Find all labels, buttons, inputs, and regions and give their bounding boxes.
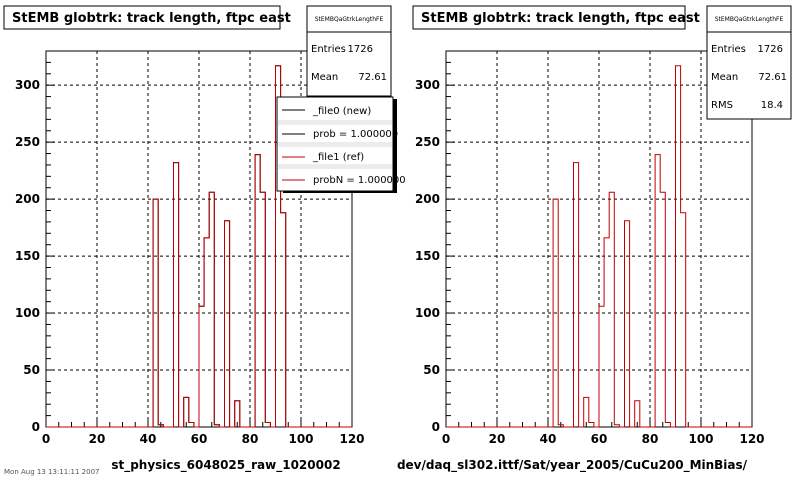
left-title-box bbox=[3, 5, 281, 30]
left-xtick-label: 80 bbox=[242, 432, 259, 446]
left-plot-title: StEMB globtrk: track length, ftpc east bbox=[12, 11, 291, 26]
right-series-layer bbox=[446, 65, 752, 428]
histogram-series-1 bbox=[46, 65, 352, 428]
right-ytick-label: 0 bbox=[432, 420, 440, 434]
left-stats-title: StEMBQaGtrkLengthFE bbox=[315, 16, 384, 23]
right-stats-mean-label: Mean bbox=[711, 72, 738, 83]
left-legend-box: _file0 (new) prob = 1.000000 _file1 (ref… bbox=[276, 96, 406, 193]
right-xtick-label: 100 bbox=[688, 432, 713, 446]
right-stats-rms-label: RMS bbox=[711, 100, 733, 111]
left-ytick-label: 200 bbox=[15, 192, 40, 206]
right-ytick-label: 50 bbox=[423, 363, 440, 377]
right-title-box bbox=[412, 5, 686, 30]
left-ytick-label: 100 bbox=[15, 306, 40, 320]
left-stats-mean-label: Mean bbox=[311, 72, 338, 83]
left-ytick-label: 300 bbox=[15, 78, 40, 92]
left-xtick-label: 0 bbox=[42, 432, 50, 446]
right-xtick-label: 60 bbox=[591, 432, 608, 446]
right-ytick-label: 300 bbox=[415, 78, 440, 92]
left-series-layer bbox=[46, 65, 352, 428]
right-stats-title: StEMBQaGtrkLengthFE bbox=[715, 16, 784, 23]
left-histogram-panel: StEMB globtrk: track length, ftpc east 0… bbox=[3, 5, 406, 473]
left-xtick-label: 100 bbox=[288, 432, 313, 446]
legend-label-ref: _file1 (ref) bbox=[312, 152, 364, 163]
legend-label-new: _file0 (new) bbox=[312, 106, 371, 117]
right-x-axis-title: dev/daq_sl302.ittf/Sat/year_2005/CuCu200… bbox=[397, 458, 748, 473]
left-xtick-label: 60 bbox=[191, 432, 208, 446]
left-ytick-label: 50 bbox=[23, 363, 40, 377]
left-xtick-label: 40 bbox=[140, 432, 157, 446]
right-xtick-label: 120 bbox=[739, 432, 764, 446]
right-ytick-label: 150 bbox=[415, 249, 440, 263]
left-stats-mean-value: 72.61 bbox=[358, 72, 387, 83]
right-stats-entries-label: Entries bbox=[711, 44, 746, 55]
footer-date: Mon Aug 13 13:11:11 2007 bbox=[4, 468, 100, 476]
left-x-axis-title: st_physics_6048025_raw_1020002 bbox=[111, 458, 340, 473]
left-xtick-label: 120 bbox=[339, 432, 364, 446]
right-histogram-panel: StEMB globtrk: track length, ftpc east 0… bbox=[397, 5, 792, 473]
left-ytick-label: 0 bbox=[32, 420, 40, 434]
right-xtick-label: 80 bbox=[642, 432, 659, 446]
left-ytick-label: 250 bbox=[15, 135, 40, 149]
left-stats-entries-label: Entries bbox=[311, 44, 346, 55]
right-ytick-label: 100 bbox=[415, 306, 440, 320]
right-xtick-label: 0 bbox=[442, 432, 450, 446]
right-plot-title: StEMB globtrk: track length, ftpc east bbox=[421, 11, 700, 26]
left-xtick-label: 20 bbox=[89, 432, 106, 446]
right-xtick-label: 20 bbox=[489, 432, 506, 446]
left-grid bbox=[46, 51, 352, 427]
legend-label-probn: probN = 1.000000 bbox=[313, 175, 406, 186]
legend-label-prob: prob = 1.000000 bbox=[313, 129, 398, 140]
right-stats-rms-value: 18.4 bbox=[761, 100, 783, 111]
right-ytick-label: 250 bbox=[415, 135, 440, 149]
right-stats-entries-value: 1726 bbox=[758, 44, 783, 55]
histogram-series-0 bbox=[446, 65, 752, 428]
left-stats-box: StEMBQaGtrkLengthFE Entries 1726 Mean 72… bbox=[306, 5, 392, 97]
right-ytick-label: 200 bbox=[415, 192, 440, 206]
right-xtick-label: 40 bbox=[540, 432, 557, 446]
left-ytick-label: 150 bbox=[15, 249, 40, 263]
right-stats-box: StEMBQaGtrkLengthFE Entries 1726 Mean 72… bbox=[706, 5, 792, 120]
right-stats-mean-value: 72.61 bbox=[758, 72, 787, 83]
left-stats-entries-value: 1726 bbox=[348, 44, 373, 55]
